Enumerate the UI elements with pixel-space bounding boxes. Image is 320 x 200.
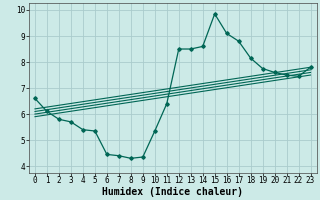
X-axis label: Humidex (Indice chaleur): Humidex (Indice chaleur)	[102, 186, 243, 197]
